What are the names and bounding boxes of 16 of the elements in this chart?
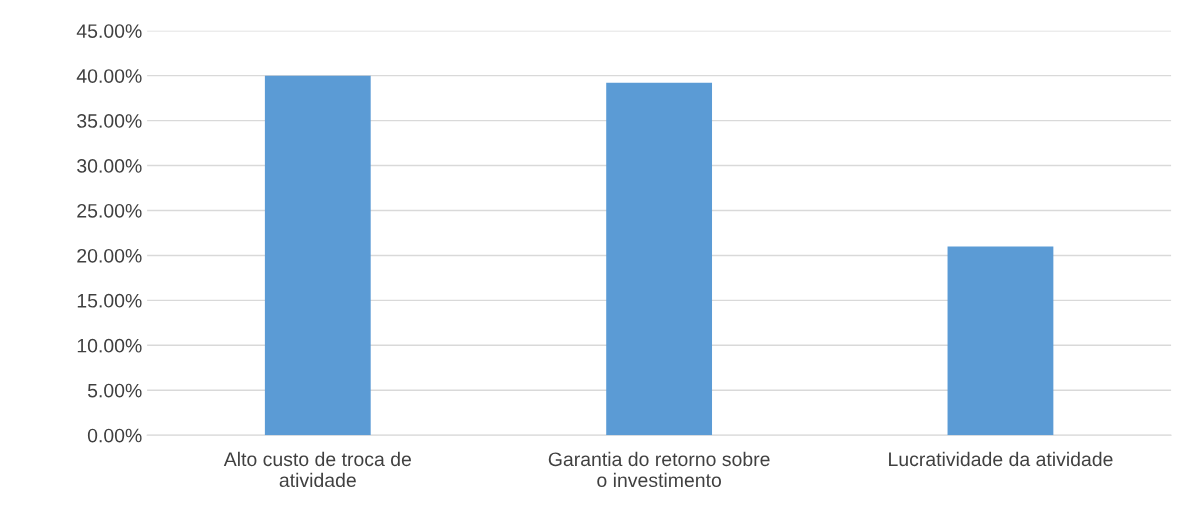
y-tick-label: 35.00% (77, 114, 142, 128)
bar (947, 246, 1054, 436)
bar (606, 82, 713, 436)
y-tick-label: 25.00% (77, 203, 142, 218)
y-tick-label: 15.00% (77, 293, 142, 308)
bar (264, 75, 371, 436)
x-tick-label: Alto custo de troca de atividade (223, 451, 411, 488)
y-tick-label: 45.00% (76, 24, 142, 38)
y-tick-label: 0.00% (87, 428, 142, 443)
y-tick-label: 40.00% (76, 69, 142, 83)
x-tick-label: Garantia do retorno sobre o investimento (548, 451, 770, 488)
y-tick-label: 30.00% (77, 159, 142, 173)
y-tick-label: 10.00% (77, 338, 142, 353)
x-tick-label: Lucratividade da atividade (889, 451, 1113, 467)
y-tick-label: 20.00% (77, 248, 142, 263)
y-tick-label: 5.00% (87, 383, 142, 398)
